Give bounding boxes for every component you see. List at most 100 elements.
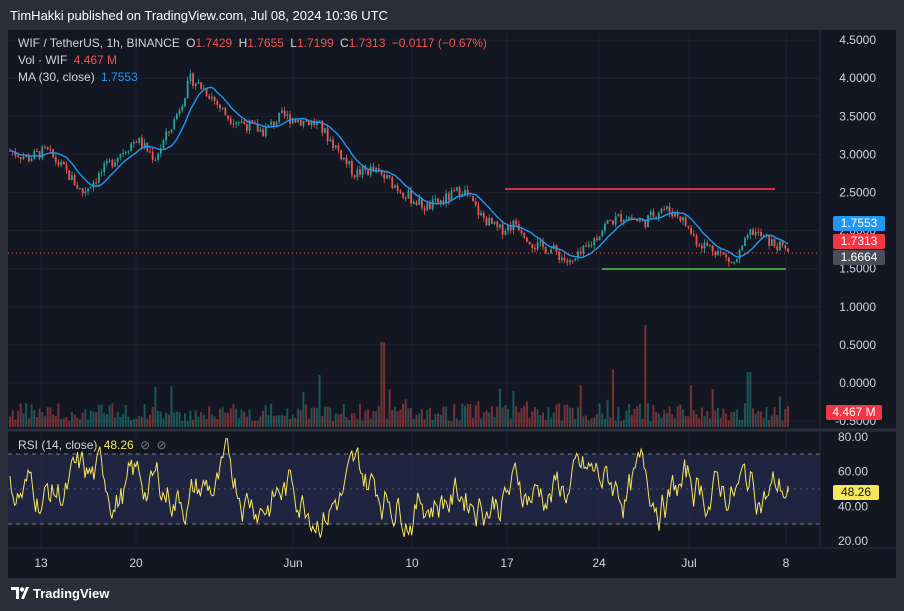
volume-bar [297, 408, 300, 427]
volume-bar [787, 406, 789, 427]
candle-body [388, 175, 391, 178]
volume-bar [706, 411, 709, 427]
candle-body [170, 129, 173, 133]
rsi-label[interactable]: RSI (14, close) [18, 438, 98, 452]
volume-bar [78, 419, 81, 427]
volume-bar [350, 413, 353, 427]
candle-body [208, 95, 211, 99]
high-label: H [238, 36, 248, 50]
rsi-tick-label: 60.00 [838, 465, 868, 479]
volume-bar [477, 401, 480, 427]
volume-value: 4.467 M [73, 53, 118, 67]
candle-body [184, 98, 186, 107]
candle-body [485, 217, 488, 226]
volume-bar [493, 417, 496, 427]
candle-body [733, 262, 736, 264]
volume-bar [380, 342, 383, 427]
rsi-line [9, 438, 789, 538]
volume-bar [566, 404, 569, 427]
candle-body [87, 188, 89, 192]
candle-body [372, 166, 375, 171]
candle-body [100, 172, 103, 174]
candle-body [445, 193, 448, 204]
volume-bar [73, 414, 76, 427]
candle-body [528, 241, 531, 245]
volume-bar [367, 409, 370, 427]
volume-bar [60, 418, 63, 427]
volume-bar [173, 412, 176, 427]
candle-body [507, 225, 509, 231]
candle-body [375, 168, 378, 171]
tradingview-logo-icon[interactable] [10, 585, 30, 601]
candle-body [571, 260, 574, 262]
volume-bar [552, 412, 555, 427]
volume-bar [183, 413, 186, 427]
volume-bar [536, 409, 539, 427]
volume-bar [523, 405, 526, 427]
candle-body [60, 161, 63, 166]
volume-bar [415, 415, 418, 427]
candle-body [735, 259, 738, 263]
candle-body [727, 257, 730, 263]
candle-body [466, 189, 469, 196]
volume-bar [272, 415, 275, 427]
volume-bar [458, 420, 461, 427]
volume-bar [227, 413, 230, 427]
candle-body [57, 161, 60, 166]
candle-body [490, 217, 493, 224]
candle-body [539, 241, 542, 243]
candle-body [784, 244, 787, 249]
volume-bar [700, 407, 703, 427]
volume-bar [420, 409, 423, 427]
volume-bar [108, 405, 111, 427]
volume-bar [512, 390, 515, 427]
candle-body [781, 241, 784, 245]
symbol-label[interactable]: WIF / TetherUS, 1h, BINANCE [18, 36, 180, 50]
volume-bar [275, 415, 278, 427]
candle-body [574, 258, 577, 261]
candle-body [668, 206, 671, 213]
candle-body [639, 220, 641, 222]
volume-bar [765, 406, 768, 427]
volume-bar [606, 399, 609, 427]
publish-text: TimHakki published on TradingView.com, J… [10, 8, 388, 23]
time-tick-label: Jun [283, 556, 302, 570]
volume-bar [660, 417, 663, 427]
volume-bar [603, 418, 606, 427]
tradingview-brand[interactable]: TradingView [33, 586, 110, 601]
price-tick-label: 2.5000 [839, 186, 876, 200]
candle-body [768, 235, 771, 246]
volume-bar [558, 403, 561, 427]
volume-bar [762, 418, 765, 427]
candle-body [560, 257, 563, 260]
candle-body [488, 217, 491, 226]
candle-body [340, 150, 343, 160]
chart-svg[interactable]: 4.50004.00003.50003.00002.50002.00001.50… [8, 30, 896, 578]
volume-bar [410, 407, 413, 427]
volume-bar [140, 416, 143, 427]
candle-body [299, 119, 302, 126]
volume-bar [396, 411, 399, 427]
volume-bar [402, 403, 405, 427]
volume-bar [544, 420, 547, 427]
volume-bar [165, 412, 168, 427]
volume-bar [711, 389, 714, 427]
candle-body [178, 110, 181, 114]
candle-body [752, 229, 754, 236]
visibility-icon-2[interactable]: ⊘ [156, 438, 167, 452]
candle-body [189, 73, 192, 81]
candle-body [130, 143, 133, 152]
volume-label[interactable]: Vol · WIF [18, 53, 68, 67]
visibility-icon[interactable]: ⊘ [140, 438, 151, 452]
candle-body [385, 175, 388, 179]
candle-body [205, 88, 208, 96]
chart-area[interactable]: 4.50004.00003.50003.00002.50002.00001.50… [8, 30, 896, 578]
price-tick-label: 3.0000 [839, 147, 876, 161]
volume-bar [622, 419, 625, 427]
candle-body [132, 142, 135, 144]
volume-bar [299, 410, 302, 427]
volume-bar [103, 413, 106, 427]
candle-body [111, 160, 114, 167]
candle-body [315, 121, 318, 125]
ma-label[interactable]: MA (30, close) [18, 70, 95, 84]
